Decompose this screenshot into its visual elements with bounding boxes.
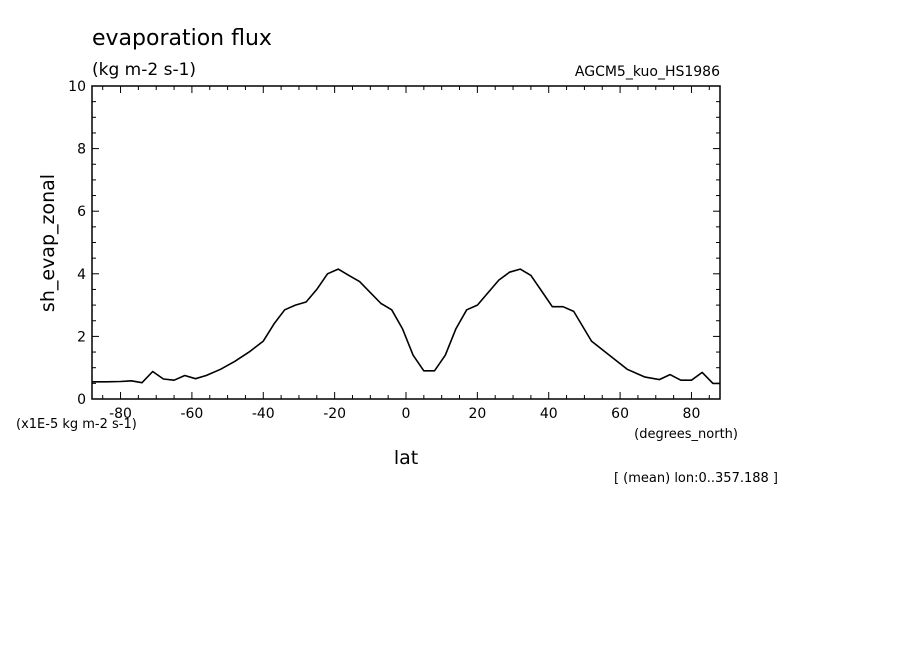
x-tick-label: -40 bbox=[252, 406, 275, 422]
y-tick-label: 4 bbox=[77, 267, 86, 283]
x-tick-label: -60 bbox=[180, 406, 203, 422]
y-axis-label: sh_evap_zonal bbox=[37, 174, 59, 312]
y-tick-label: 2 bbox=[77, 329, 86, 345]
scale-note: (x1E-5 kg m-2 s-1) bbox=[16, 417, 137, 432]
x-tick-label: 60 bbox=[611, 406, 629, 422]
x-tick-label: 0 bbox=[402, 406, 411, 422]
x-tick-label: 20 bbox=[468, 406, 486, 422]
x-units-label: (degrees_north) bbox=[634, 427, 738, 442]
x-tick-label: -20 bbox=[323, 406, 346, 422]
axes: -80 -60 -40 -20 0 20 40 60 80 0 2 4 6 8 10 bbox=[68, 79, 720, 422]
x-axis-label: lat bbox=[394, 447, 418, 469]
series-line bbox=[92, 268, 720, 385]
chart-title: evaporation flux bbox=[92, 26, 272, 51]
series-layer bbox=[92, 268, 720, 385]
y-tick-label: 10 bbox=[68, 79, 86, 95]
x-tick-label: 80 bbox=[683, 406, 701, 422]
dataset-label: AGCM5_kuo_HS1986 bbox=[575, 64, 720, 80]
x-tick-label: 40 bbox=[540, 406, 558, 422]
averaging-note: [ (mean) lon:0..357.188 ] bbox=[614, 471, 778, 486]
chart-units: (kg m-2 s-1) bbox=[92, 60, 196, 80]
y-tick-label: 8 bbox=[77, 142, 86, 158]
plot-frame bbox=[91, 85, 721, 400]
y-tick-label: 0 bbox=[77, 392, 86, 408]
y-tick-label: 6 bbox=[77, 204, 86, 220]
x-tick-label: -80 bbox=[109, 406, 132, 422]
